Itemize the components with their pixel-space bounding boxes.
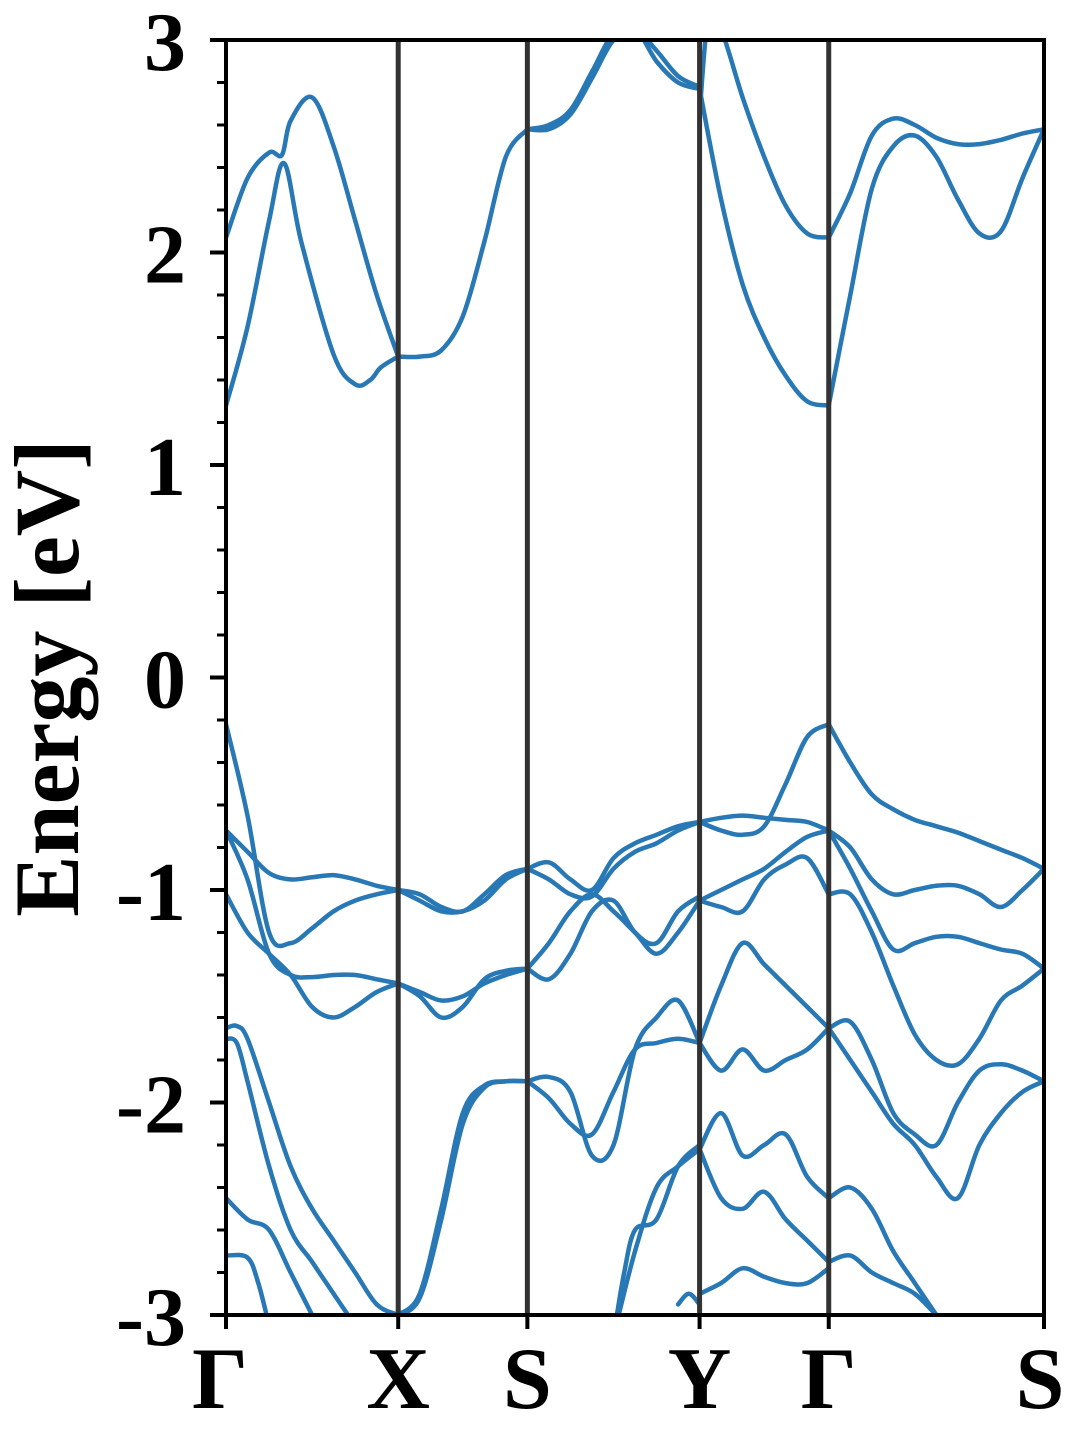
band-line	[697, 940, 831, 1046]
band-line	[525, 40, 702, 132]
x-tick-label: Y	[668, 1331, 732, 1428]
band-line	[226, 161, 401, 408]
band-line	[525, 1036, 702, 1139]
band-line	[675, 1291, 702, 1307]
band-line	[226, 1036, 351, 1315]
band-line	[826, 1252, 940, 1315]
band-line	[697, 1110, 831, 1201]
band-line	[395, 127, 530, 360]
y-tick-label: 1	[144, 421, 186, 514]
y-tick-label: -2	[116, 1059, 186, 1152]
band-line	[226, 1252, 269, 1315]
band-line	[697, 40, 831, 240]
band-line	[226, 722, 401, 949]
band-line	[826, 1185, 939, 1315]
band-line	[525, 40, 702, 133]
band-line	[826, 722, 1044, 872]
band-line	[226, 94, 401, 359]
x-tick-label: S	[503, 1331, 552, 1428]
band-line	[826, 127, 1044, 408]
x-tick-label: Γ	[192, 1331, 248, 1428]
band-line	[226, 828, 401, 986]
y-tick-label: -3	[116, 1271, 186, 1364]
high-symmetry-dividers	[395, 40, 832, 1315]
band-line	[697, 86, 831, 408]
band-line	[226, 1195, 315, 1315]
band-line	[826, 828, 1044, 971]
band-line	[614, 1142, 702, 1315]
band-line	[525, 894, 702, 982]
y-tick-label: -1	[116, 846, 186, 939]
band-line	[226, 828, 401, 893]
band-line	[697, 854, 831, 916]
band-line	[697, 813, 831, 833]
band-line	[616, 1147, 702, 1315]
band-line	[826, 1018, 1044, 1149]
band-line	[395, 1078, 530, 1315]
y-tick-label: 0	[144, 634, 186, 727]
y-tick-label: 3	[144, 0, 186, 89]
band-line	[226, 1023, 401, 1315]
band-line	[697, 828, 831, 903]
y-axis-label: Energy [eV]	[0, 439, 98, 917]
band-line	[395, 866, 530, 915]
x-tick-label: Γ	[801, 1331, 857, 1428]
band-line	[697, 722, 831, 838]
band-line	[395, 1078, 530, 1315]
band-line	[826, 1025, 1044, 1202]
x-tick-label: S	[1016, 1331, 1065, 1428]
band-line	[525, 892, 702, 971]
band-line	[395, 966, 530, 1021]
band-line	[525, 819, 702, 893]
x-tick-label: X	[366, 1331, 430, 1428]
band-line	[697, 1147, 831, 1265]
band-line	[826, 889, 1044, 1069]
band-line	[826, 828, 1044, 910]
band-line	[826, 116, 1044, 240]
band-line	[226, 892, 401, 1020]
band-line	[395, 966, 530, 1003]
y-axis: 3 2 1 0 -1 -2 -3	[116, 0, 226, 1364]
band-line	[525, 819, 702, 901]
band-line	[697, 1025, 831, 1074]
band-lines	[226, 40, 1044, 1315]
plot-frame	[224, 38, 1046, 1317]
band-line	[525, 997, 702, 1164]
band-line	[697, 1265, 831, 1297]
y-tick-label: 2	[144, 209, 186, 302]
